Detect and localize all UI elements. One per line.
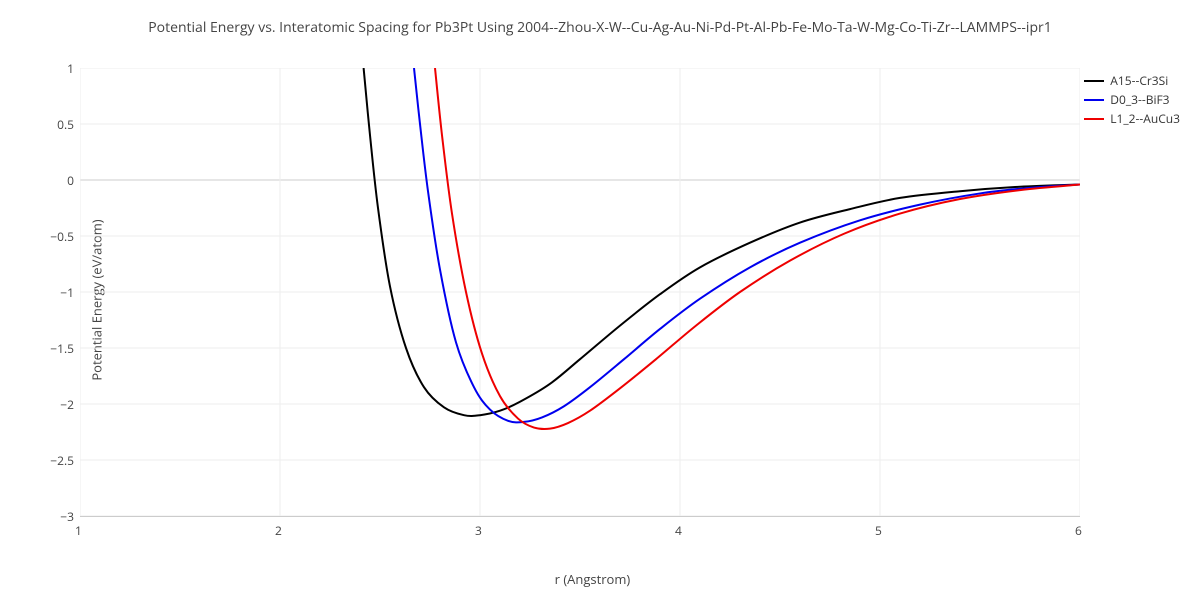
x-tick-label: 3 — [475, 522, 482, 539]
series-line[interactable] — [435, 68, 1080, 429]
chart-container: Potential Energy vs. Interatomic Spacing… — [0, 0, 1200, 600]
x-axis-label: r (Angstrom) — [555, 570, 631, 588]
chart-title: Potential Energy vs. Interatomic Spacing… — [148, 18, 1052, 37]
x-tick-label: 5 — [875, 522, 882, 539]
legend-label: D0_3--BiF3 — [1110, 91, 1169, 108]
series-line[interactable] — [364, 68, 1080, 416]
series-line[interactable] — [414, 68, 1080, 422]
legend-item[interactable]: L1_2--AuCu3 — [1084, 110, 1180, 127]
x-tick-label: 4 — [675, 522, 682, 539]
x-tick-label: 1 — [75, 522, 82, 539]
x-tick-label: 2 — [275, 522, 282, 539]
y-tick-label: −2 — [60, 396, 74, 413]
legend: A15--Cr3Si D0_3--BiF3 L1_2--AuCu3 — [1084, 72, 1180, 129]
y-tick-label: −0.5 — [50, 228, 74, 245]
plot-svg — [80, 68, 1080, 516]
y-tick-label: −1 — [60, 284, 74, 301]
legend-label: L1_2--AuCu3 — [1110, 110, 1180, 127]
y-tick-label: −3 — [60, 508, 74, 525]
legend-swatch — [1084, 118, 1104, 120]
y-tick-label: 0 — [67, 172, 74, 189]
y-tick-label: 0.5 — [57, 116, 74, 133]
legend-label: A15--Cr3Si — [1110, 72, 1168, 89]
plot-area[interactable] — [80, 68, 1080, 517]
y-tick-label: −1.5 — [50, 340, 74, 357]
legend-item[interactable]: A15--Cr3Si — [1084, 72, 1180, 89]
legend-item[interactable]: D0_3--BiF3 — [1084, 91, 1180, 108]
legend-swatch — [1084, 99, 1104, 101]
y-tick-label: −2.5 — [50, 452, 74, 469]
y-tick-label: 1 — [67, 60, 74, 77]
x-tick-label: 6 — [1075, 522, 1082, 539]
legend-swatch — [1084, 80, 1104, 82]
